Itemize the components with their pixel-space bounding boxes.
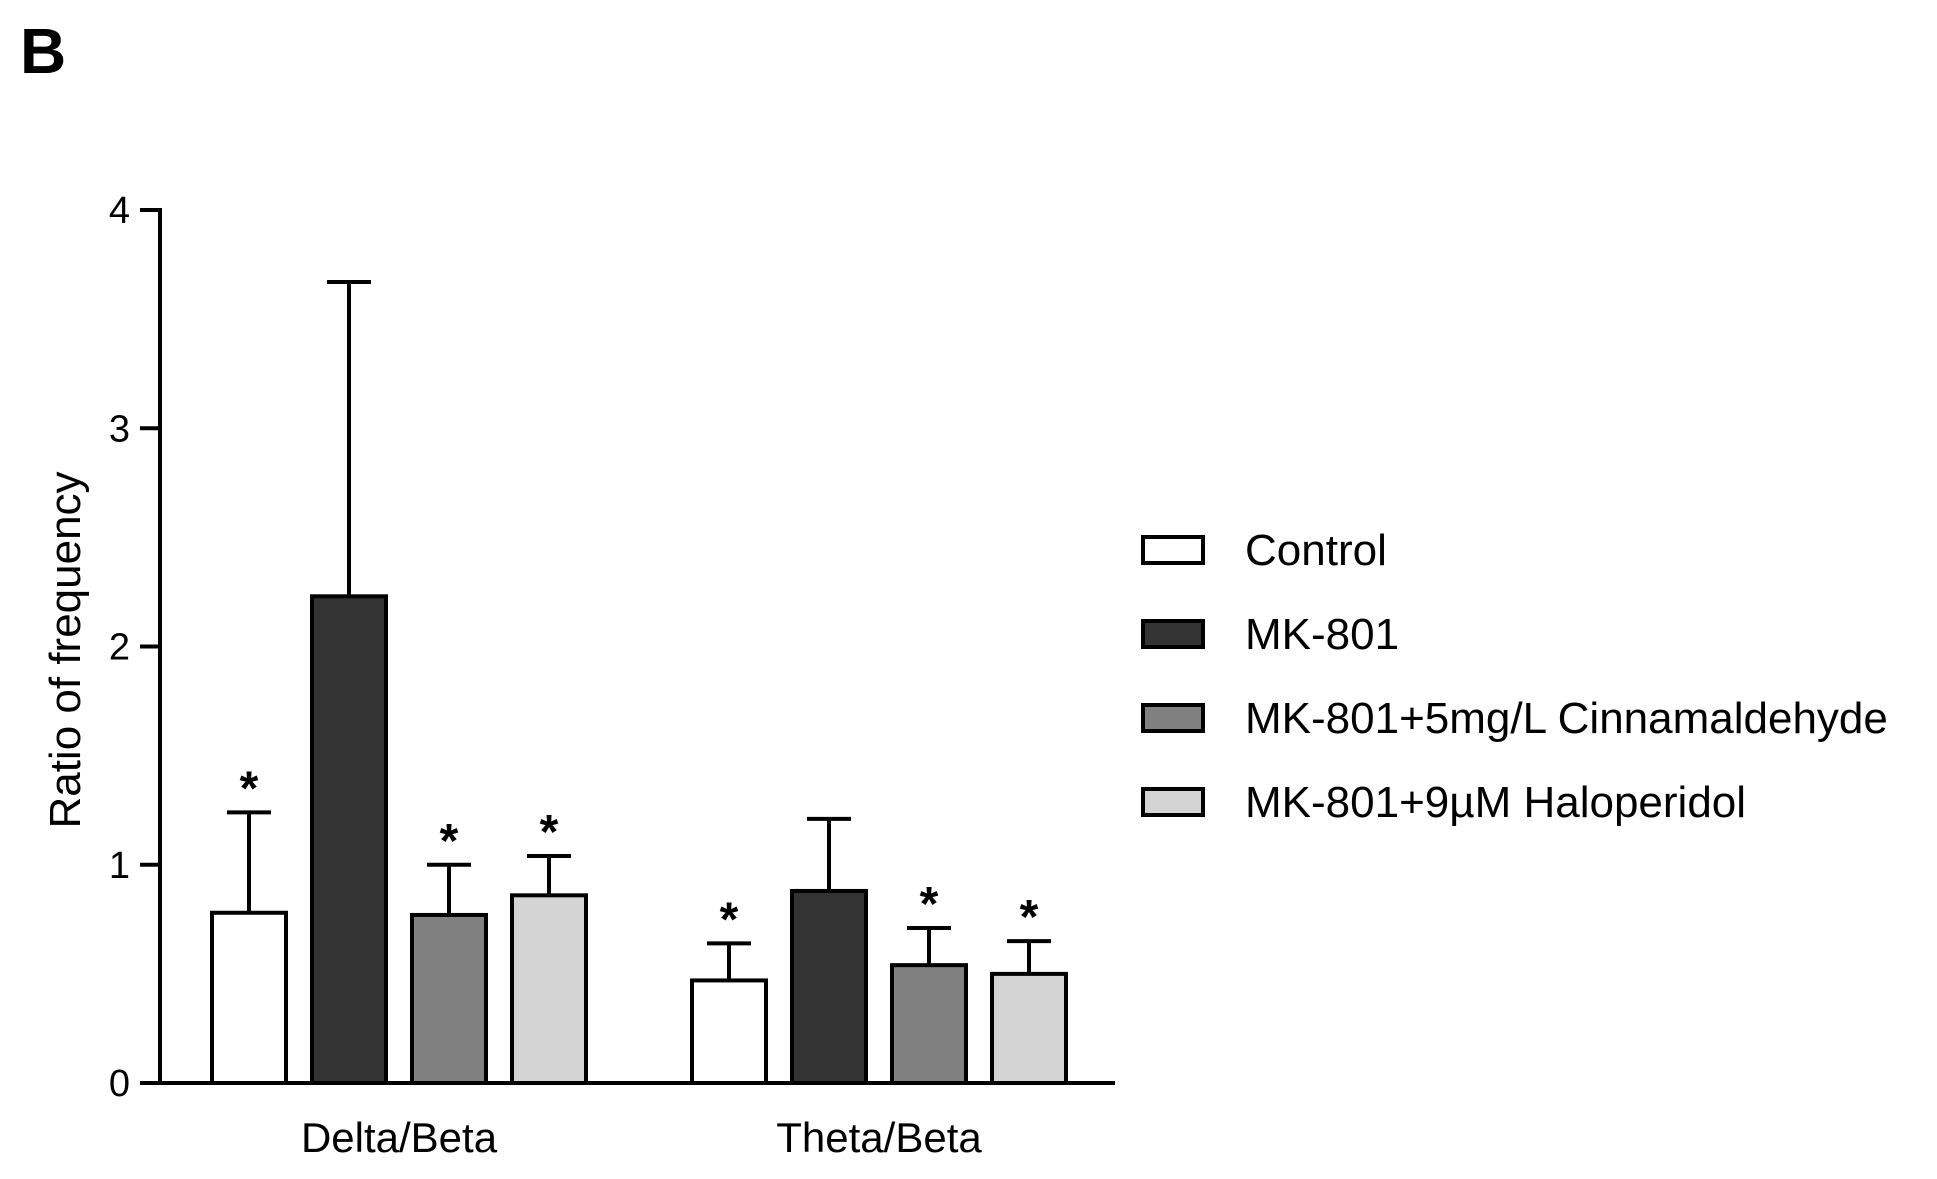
bars: * * * Delta/Beta * * * Theta/Beta xyxy=(210,280,1068,1161)
legend-swatch xyxy=(1141,787,1205,817)
legend-label: MK-801+9µM Haloperidol xyxy=(1245,778,1746,827)
significance-marker: * xyxy=(440,815,459,868)
bar xyxy=(890,963,968,1086)
significance-marker: * xyxy=(540,806,559,859)
bar xyxy=(690,978,768,1085)
significance-marker: * xyxy=(920,878,939,931)
bar xyxy=(990,971,1068,1085)
y-tick-label: 0 xyxy=(109,1063,130,1105)
bar xyxy=(410,912,488,1086)
significance-marker: * xyxy=(1020,891,1039,944)
y-axis: 0 1 2 3 4 xyxy=(109,190,160,1105)
legend: Control MK-801 MK-801+5mg/L Cinnamaldehyde… xyxy=(1141,526,1888,827)
significance-marker: * xyxy=(240,762,259,815)
legend-swatch xyxy=(1141,619,1205,649)
significance-marker: * xyxy=(720,893,739,946)
legend-label: Control xyxy=(1245,526,1387,575)
y-tick-label: 1 xyxy=(109,845,130,887)
y-tick-label: 3 xyxy=(109,408,130,450)
legend-label: MK-801 xyxy=(1245,610,1399,659)
x-category-label: Theta/Beta xyxy=(776,1114,982,1161)
panel-label: B xyxy=(20,15,67,87)
x-category-label: Delta/Beta xyxy=(301,1114,498,1161)
y-tick-label: 2 xyxy=(109,627,130,669)
y-axis-title: Ratio of frequency xyxy=(41,471,90,828)
bar xyxy=(210,910,288,1086)
bar xyxy=(310,594,388,1085)
bar xyxy=(510,893,588,1085)
legend-swatch xyxy=(1141,703,1205,733)
legend-swatch xyxy=(1141,535,1205,565)
axes xyxy=(158,208,1115,1085)
legend-label: MK-801+5mg/L Cinnamaldehyde xyxy=(1245,694,1888,743)
bar xyxy=(790,888,868,1085)
y-tick-label: 4 xyxy=(109,190,130,232)
